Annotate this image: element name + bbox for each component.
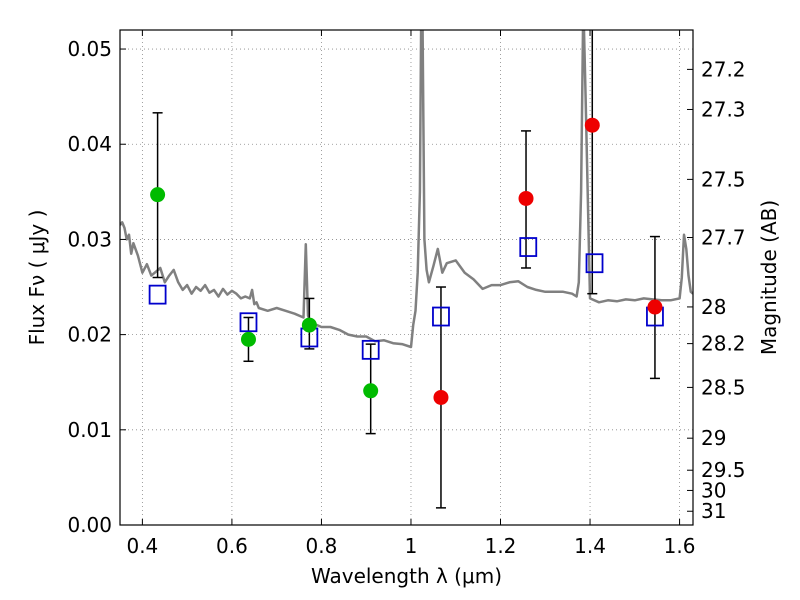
- error-bars: [152, 30, 660, 509]
- x-tick-label: 0.8: [306, 534, 338, 558]
- x-tick-label: 1.4: [574, 534, 606, 558]
- y2-tick-label: 29.5: [701, 458, 746, 482]
- model-flux-box: [239, 312, 258, 333]
- green-flux-point: [301, 317, 317, 333]
- green-flux-point: [150, 187, 166, 203]
- y2-tick-label: 28.5: [701, 375, 746, 399]
- red-flux-point: [518, 190, 534, 206]
- x-axis-label: Wavelength λ (μm): [311, 564, 502, 588]
- y2-axis-label: Magnitude (AB): [757, 200, 781, 355]
- spectrum-line: [120, 30, 693, 349]
- green-flux-point: [363, 383, 379, 399]
- y-tick-label: 0.02: [67, 323, 112, 347]
- y-axis-label: Flux Fν ( μJy ): [25, 210, 49, 346]
- y-tick-label: 0.01: [67, 418, 112, 442]
- y2-tick-label: 29: [701, 426, 726, 450]
- spectrum-series: [120, 30, 693, 349]
- model-flux-box: [361, 339, 380, 360]
- model-flux-boxes: [148, 237, 664, 360]
- model-flux-box: [432, 306, 450, 327]
- y2-tick-label: 28.2: [701, 332, 746, 356]
- y2-tick-label: 27.2: [701, 57, 746, 81]
- grid: [120, 30, 693, 526]
- y2-tick-label: 28: [701, 295, 726, 319]
- model-flux-box: [519, 237, 538, 257]
- x-tick-label: 1.6: [664, 534, 696, 558]
- y-tick-label: 0.05: [67, 37, 112, 61]
- x-tick-label: 0.4: [126, 534, 158, 558]
- y-tick-label: 0.03: [67, 227, 112, 251]
- x-tick-label: 0.6: [216, 534, 248, 558]
- y2-tick-label: 30: [701, 478, 726, 502]
- plot-frame: [119, 29, 694, 526]
- y2-tick-label: 31: [701, 499, 726, 523]
- y-tick-label: 0.00: [67, 513, 112, 537]
- x-tick-label: 1: [405, 534, 418, 558]
- green-flux-point: [240, 331, 256, 347]
- y-axis-ticks: 0.00 0.01 0.02 0.03 0.04 0.05: [67, 37, 126, 537]
- x-axis-ticks: 0.4 0.6 0.8 1 1.2 1.4 1.6: [126, 30, 695, 558]
- y2-tick-label: 27.7: [701, 226, 746, 250]
- red-flux-point: [433, 389, 449, 405]
- y2-tick-label: 27.3: [701, 97, 746, 121]
- model-flux-box: [148, 284, 167, 305]
- y2-tick-label: 27.5: [701, 167, 746, 191]
- x-tick-label: 1.2: [485, 534, 517, 558]
- red-flux-point: [647, 299, 663, 315]
- model-flux-box: [585, 253, 604, 274]
- red-flux-point: [584, 117, 600, 133]
- y-tick-label: 0.04: [67, 132, 112, 156]
- observed-flux-points: [150, 117, 663, 405]
